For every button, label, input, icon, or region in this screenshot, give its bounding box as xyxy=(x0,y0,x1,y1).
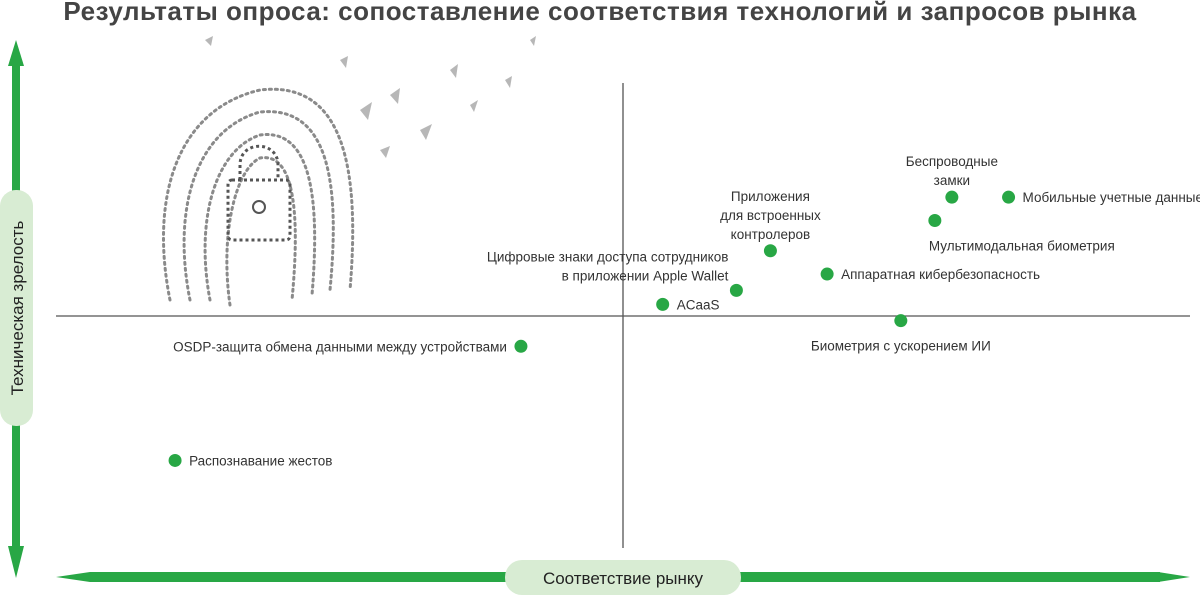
point-label-line: ACaaS xyxy=(677,297,720,312)
point-label-line: Биометрия с ускорением ИИ xyxy=(811,339,991,354)
point-label-3: Мультимодальная биометрия xyxy=(929,238,1115,253)
point-label-line: замки xyxy=(934,173,970,188)
point-label-8: Биометрия с ускорением ИИ xyxy=(811,339,991,354)
point-label-line: Аппаратная кибербезопасность xyxy=(841,267,1040,282)
point-label-line: Мультимодальная биометрия xyxy=(929,238,1115,253)
data-point-4 xyxy=(763,244,777,258)
data-point-9 xyxy=(514,339,528,353)
y-axis-label: Техническая зрелость xyxy=(8,220,27,395)
chart-title: Результаты опроса: сопоставление соответ… xyxy=(63,0,1137,26)
data-point-5 xyxy=(820,267,834,281)
point-label-6: Цифровые знаки доступа сотрудников в прил… xyxy=(487,249,729,283)
fingerprint-padlock-icon xyxy=(162,36,536,307)
data-point-8 xyxy=(894,314,908,328)
point-label-line: контролеров xyxy=(731,227,811,242)
point-label-7: ACaaS xyxy=(677,297,720,312)
data-point-10 xyxy=(168,453,182,467)
data-point-6 xyxy=(729,283,743,297)
point-label-4: Приложения для встроенных контролеров xyxy=(720,189,821,242)
point-label-10: Распознавание жестов xyxy=(189,453,332,468)
data-point-3 xyxy=(928,213,942,227)
point-label-line: в приложении Apple Wallet xyxy=(562,268,729,283)
point-label-line: Распознавание жестов xyxy=(189,453,332,468)
point-label-line: OSDP-защита обмена данными между устройс… xyxy=(173,339,507,354)
point-label-line: Приложения xyxy=(731,189,810,204)
data-points: Беспроводные замки Мобильные учетные данны… xyxy=(168,154,1200,468)
y-axis-arrow: Техническая зрелость xyxy=(0,40,33,578)
x-axis-label: Соответствие рынку xyxy=(543,569,704,588)
point-label-2: Мобильные учетные данные xyxy=(1023,190,1200,205)
point-label-line: Цифровые знаки доступа сотрудников xyxy=(487,249,729,264)
point-label-line: для встроенных xyxy=(720,208,821,223)
x-axis-arrow: Соответствие рынку xyxy=(56,560,1190,595)
point-label-line: Беспроводные xyxy=(906,154,998,169)
point-label-9: OSDP-защита обмена данными между устройс… xyxy=(173,339,507,354)
data-point-7 xyxy=(656,297,670,311)
point-label-line: Мобильные учетные данные xyxy=(1023,190,1200,205)
data-point-2 xyxy=(1002,190,1016,204)
point-label-1: Беспроводные замки xyxy=(906,154,998,188)
point-label-5: Аппаратная кибербезопасность xyxy=(841,267,1040,282)
data-point-1 xyxy=(945,190,959,204)
